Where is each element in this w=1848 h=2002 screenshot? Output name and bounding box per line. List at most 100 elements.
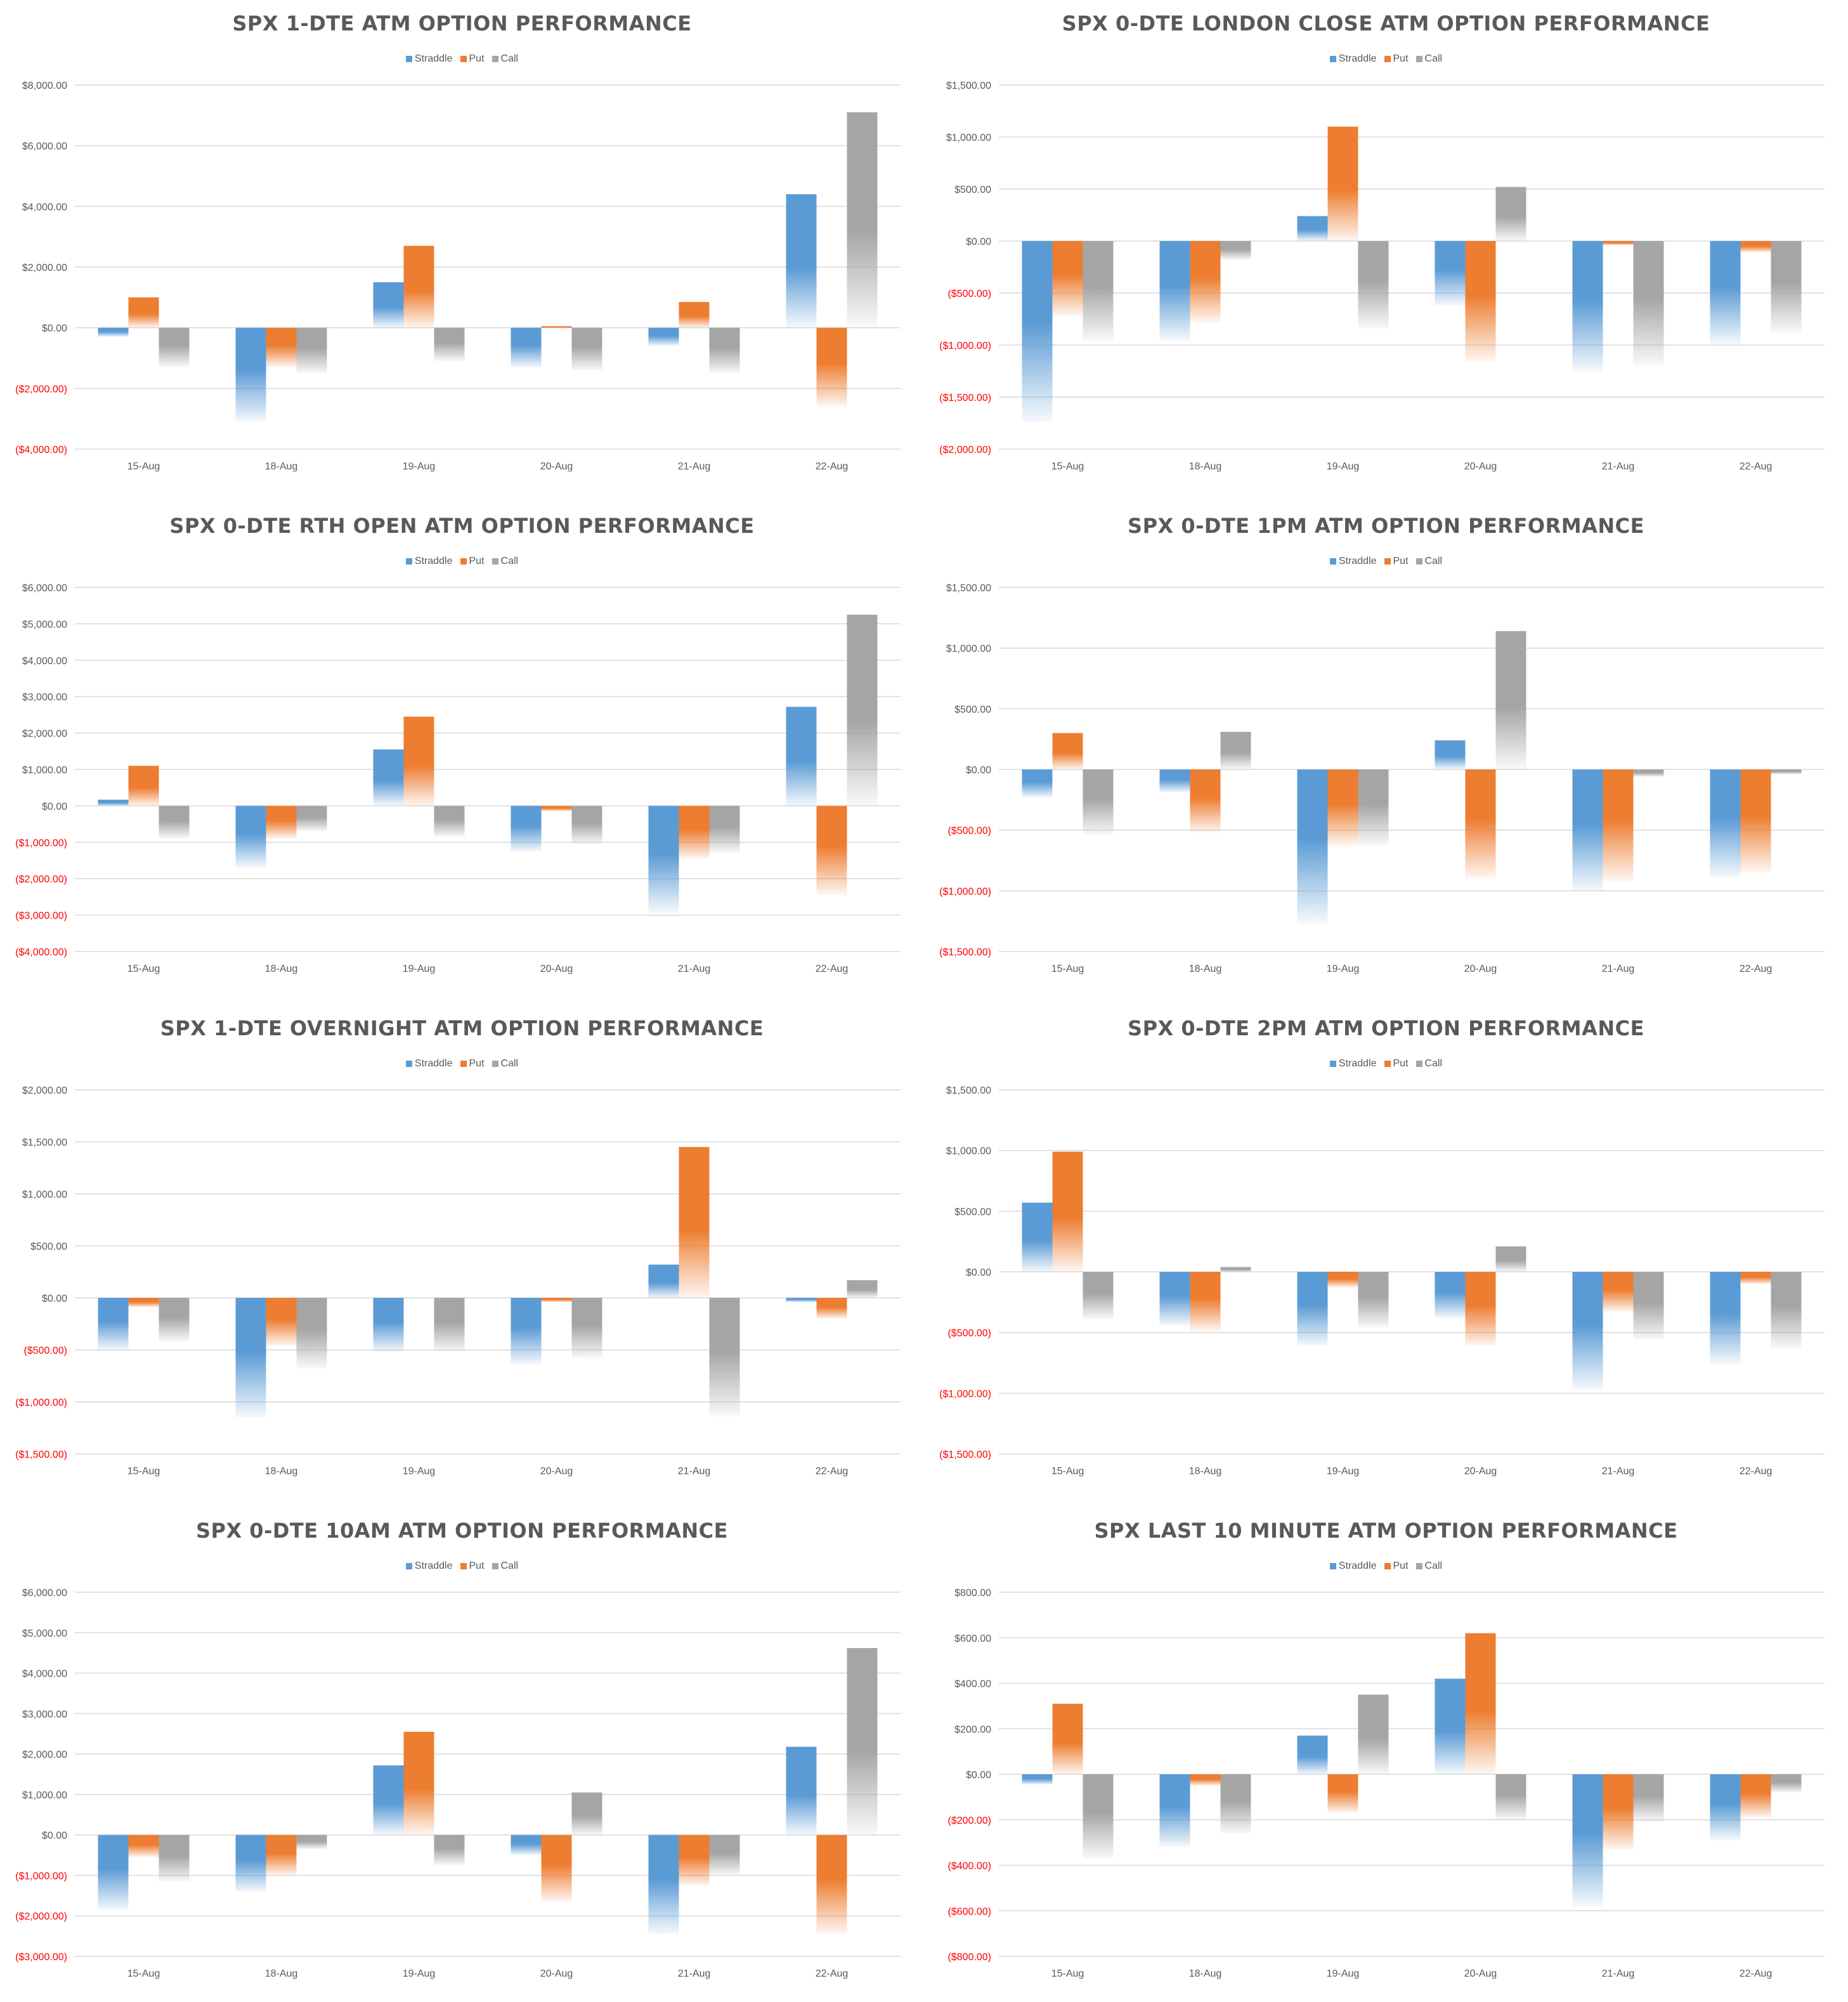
bar-put-19-aug: [1327, 1272, 1358, 1288]
legend-item-put: Put: [1384, 1058, 1409, 1070]
y-tick-label: $4,000.00: [22, 1669, 67, 1680]
legend-swatch: [491, 1563, 498, 1569]
bar-straddle-18-aug: [235, 806, 266, 868]
legend-item-call: Call: [491, 53, 518, 65]
legend-item-straddle: Straddle: [1329, 556, 1377, 567]
bar-straddle-22-aug: [1710, 241, 1741, 344]
bar-put-22-aug: [1740, 1272, 1771, 1285]
y-tick-label: $2,000.00: [22, 729, 67, 740]
x-tick-label: 18-Aug: [265, 964, 298, 974]
bar-put-18-aug: [1190, 1774, 1221, 1786]
legend-swatch: [491, 56, 498, 62]
y-tick-label: $1,000.00: [22, 1189, 67, 1200]
chart-title: SPX LAST 10 MINUTE ATM OPTION PERFORMANC…: [1094, 1519, 1678, 1543]
x-tick-label: 18-Aug: [1189, 461, 1222, 472]
x-tick-label: 15-Aug: [127, 1968, 160, 1979]
legend-swatch: [405, 558, 412, 565]
bar-call-19-aug: [434, 1835, 465, 1866]
bar-straddle-18-aug: [1159, 1272, 1190, 1326]
bar-straddle-22-aug: [786, 194, 817, 328]
y-tick-label: $1,000.00: [946, 1146, 991, 1157]
bar-call-21-aug: [1633, 1774, 1664, 1822]
bar-put-22-aug: [816, 1835, 847, 1934]
legend-item-straddle: Straddle: [1329, 1560, 1377, 1572]
x-tick-label: 18-Aug: [1189, 964, 1222, 974]
x-tick-label: 21-Aug: [678, 964, 711, 974]
y-tick-label: $0.00: [966, 1770, 991, 1781]
y-tick-label: ($1,000.00): [15, 1397, 67, 1408]
bar-put-20-aug: [541, 1298, 572, 1302]
x-tick-label: 22-Aug: [1740, 461, 1773, 472]
legend-label: Put: [1393, 1560, 1409, 1571]
chart-title: SPX 1-DTE ATM OPTION PERFORMANCE: [232, 11, 692, 36]
bar-straddle-21-aug: [648, 1835, 679, 1934]
bar-call-19-aug: [434, 1298, 465, 1352]
bar-call-18-aug: [296, 327, 327, 374]
x-tick-label: 18-Aug: [1189, 1466, 1222, 1477]
bar-call-19-aug: [1358, 1694, 1389, 1774]
bar-straddle-21-aug: [648, 327, 679, 346]
legend-label: Call: [500, 556, 519, 566]
bar-put-22-aug: [816, 806, 847, 896]
y-tick-label: $1,000.00: [946, 133, 991, 143]
bar-straddle-18-aug: [1159, 769, 1190, 793]
y-tick-label: ($1,500.00): [939, 947, 991, 958]
bar-straddle-22-aug: [786, 707, 817, 806]
x-tick-label: 19-Aug: [1327, 461, 1360, 472]
bar-straddle-20-aug: [511, 806, 542, 852]
legend-swatch: [405, 1563, 412, 1569]
legend-label: Straddle: [414, 556, 453, 566]
legend-swatch: [405, 1061, 412, 1067]
bar-call-21-aug: [1633, 769, 1664, 777]
bar-straddle-18-aug: [235, 1835, 266, 1892]
bar-put-21-aug: [1603, 241, 1634, 245]
y-tick-label: ($2,000.00): [15, 874, 67, 885]
bar-straddle-19-aug: [373, 1765, 404, 1835]
bar-call-21-aug: [709, 327, 740, 374]
x-tick-label: 22-Aug: [816, 1466, 849, 1477]
legend-item-put: Put: [460, 53, 485, 65]
x-tick-label: 20-Aug: [540, 1968, 573, 1979]
bar-straddle-15-aug: [98, 327, 129, 337]
bar-call-22-aug: [847, 1648, 878, 1835]
bar-call-15-aug: [1083, 1774, 1114, 1859]
bar-straddle-22-aug: [786, 1746, 817, 1835]
bar-put-18-aug: [266, 806, 297, 839]
bar-straddle-22-aug: [1710, 1272, 1741, 1364]
legend-label: Straddle: [1338, 1058, 1377, 1069]
bar-straddle-19-aug: [373, 1298, 404, 1352]
bar-put-20-aug: [1465, 1633, 1496, 1774]
legend-swatch: [491, 558, 498, 565]
bar-put-21-aug: [679, 302, 710, 328]
bar-call-18-aug: [1220, 1774, 1251, 1834]
bar-chart: $1,500.00 $1,000.00 $500.00 $0.00 ($500.00) (…: [939, 81, 1825, 472]
y-tick-label: $0.00: [966, 237, 991, 247]
legend-item-put: Put: [1384, 556, 1409, 567]
legend-label: Call: [500, 1058, 519, 1069]
bar-put-21-aug: [679, 806, 710, 859]
bar-call-22-aug: [847, 615, 878, 806]
bar-straddle-15-aug: [98, 799, 129, 806]
bar-straddle-20-aug: [511, 327, 542, 367]
legend-item-call: Call: [491, 1560, 518, 1572]
legend-label: Put: [469, 1560, 485, 1571]
bar-put-19-aug: [403, 716, 434, 806]
y-tick-label: $1,500.00: [946, 583, 991, 594]
legend-item-call: Call: [1415, 53, 1442, 65]
legend-label: Straddle: [414, 53, 453, 64]
bar-call-21-aug: [1633, 241, 1664, 366]
legend-swatch: [1384, 1563, 1391, 1569]
y-tick-label: ($2,000.00): [15, 1911, 67, 1922]
legend-label: Straddle: [414, 1058, 453, 1069]
y-tick-label: $4,000.00: [22, 656, 67, 667]
bar-put-15-aug: [128, 297, 159, 328]
bar-straddle-18-aug: [1159, 1774, 1190, 1847]
y-tick-label: $6,000.00: [22, 583, 67, 594]
bar-call-19-aug: [1358, 241, 1389, 329]
bar-straddle-20-aug: [1435, 1678, 1466, 1774]
legend-item-put: Put: [1384, 53, 1409, 65]
y-tick-label: ($4,000.00): [15, 947, 67, 958]
y-tick-label: ($1,000.00): [939, 1389, 991, 1399]
y-tick-label: ($1,000.00): [939, 341, 991, 351]
y-tick-label: ($500.00): [948, 1328, 992, 1339]
